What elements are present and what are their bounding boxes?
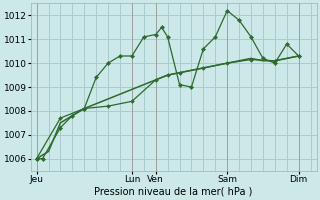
X-axis label: Pression niveau de la mer( hPa ): Pression niveau de la mer( hPa ): [94, 187, 253, 197]
